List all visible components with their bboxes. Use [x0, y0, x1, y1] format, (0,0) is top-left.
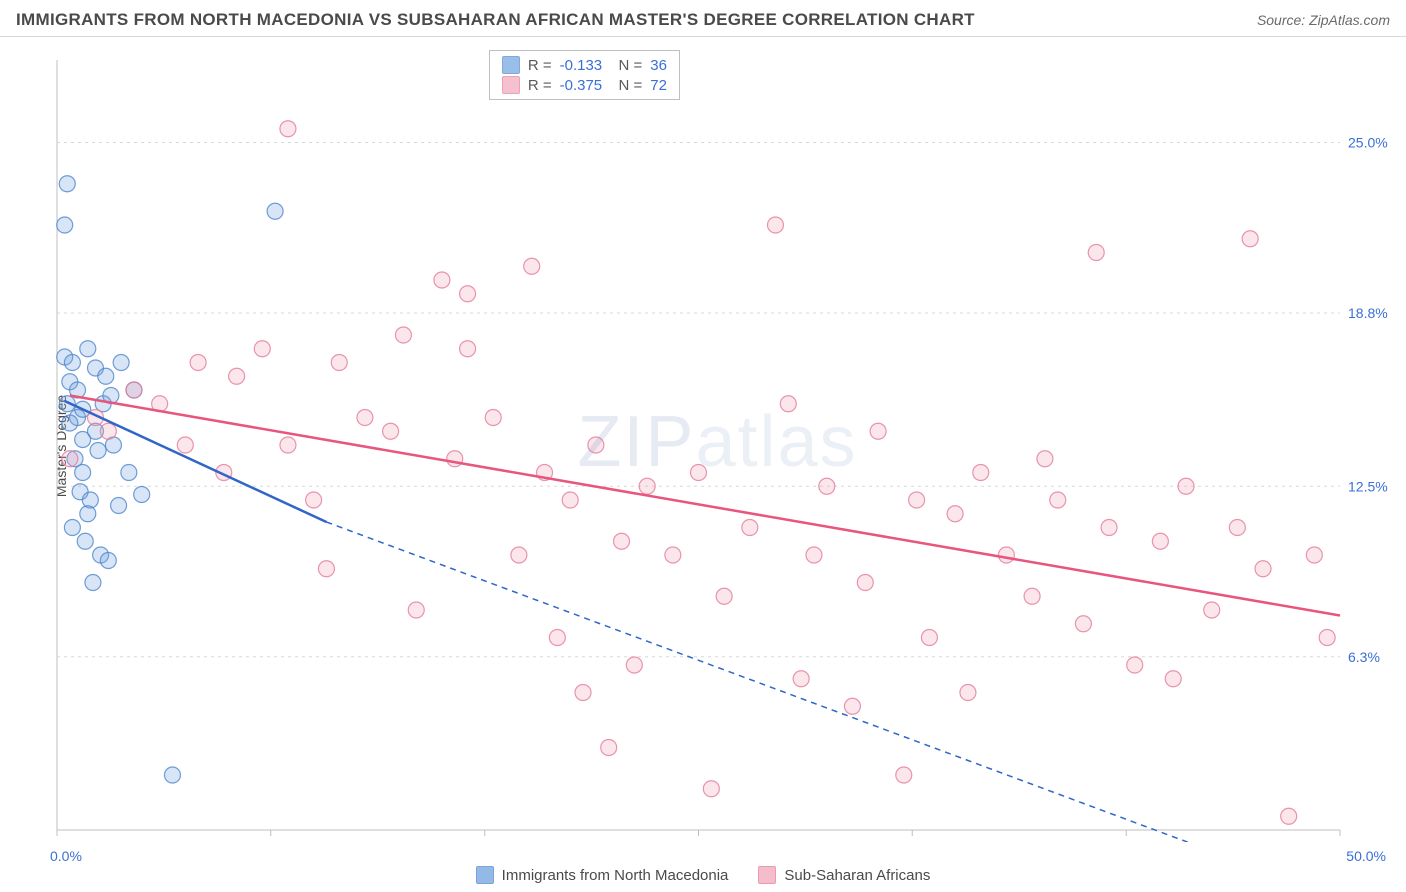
stats-r-value: -0.375 [560, 77, 603, 94]
chart-source: Source: ZipAtlas.com [1257, 12, 1390, 28]
stats-r-label: R = [528, 57, 552, 74]
legend-swatch [758, 866, 776, 884]
stats-row: R = -0.133 N = 36 [502, 55, 667, 75]
stats-row: R = -0.375 N = 72 [502, 75, 667, 95]
stats-n-value: 72 [650, 77, 667, 94]
legend-label: Immigrants from North Macedonia [502, 867, 729, 884]
stats-n-label: N = [610, 57, 642, 74]
svg-text:18.8%: 18.8% [1348, 305, 1388, 321]
chart-header: IMMIGRANTS FROM NORTH MACEDONIA VS SUBSA… [0, 0, 1406, 37]
stats-n-value: 36 [650, 57, 667, 74]
svg-text:6.3%: 6.3% [1348, 649, 1380, 665]
x-axis-min-label: 0.0% [50, 848, 82, 864]
svg-text:12.5%: 12.5% [1348, 478, 1388, 494]
stats-swatch [502, 56, 520, 74]
stats-r-value: -0.133 [560, 57, 603, 74]
chart-title: IMMIGRANTS FROM NORTH MACEDONIA VS SUBSA… [16, 10, 975, 30]
stats-swatch [502, 76, 520, 94]
correlation-stats-box: R = -0.133 N = 36R = -0.375 N = 72 [489, 50, 680, 100]
svg-text:25.0%: 25.0% [1348, 135, 1388, 151]
scatter-plot-svg: 6.3% 12.5% 18.8% 25.0% [45, 50, 1390, 842]
x-axis-max-label: 50.0% [1346, 848, 1386, 864]
bottom-legend: Immigrants from North Macedonia Sub-Sahar… [0, 866, 1406, 884]
chart-area: 6.3%12.5%18.8%25.0% ZIPatlas R = -0.133 … [45, 50, 1390, 842]
stats-r-label: R = [528, 77, 552, 94]
legend-item: Sub-Saharan Africans [758, 866, 930, 884]
legend-item: Immigrants from North Macedonia [476, 866, 729, 884]
legend-swatch [476, 866, 494, 884]
stats-n-label: N = [610, 77, 642, 94]
legend-label: Sub-Saharan Africans [784, 867, 930, 884]
